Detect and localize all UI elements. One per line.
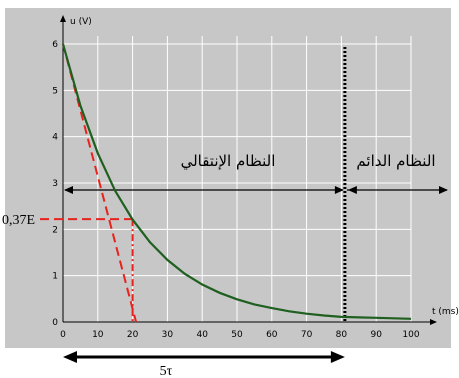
x-tick-label: 60 <box>266 330 278 340</box>
x-tick-label: 30 <box>162 330 174 340</box>
five-tau-label: 5τ <box>160 364 173 378</box>
x-tick-label: 90 <box>370 330 382 340</box>
grid-lines <box>63 36 412 322</box>
x-axis-label: t (ms) <box>432 307 459 317</box>
y-axis-label: u (V) <box>70 17 92 27</box>
x-tick-label: 100 <box>402 330 419 340</box>
x-tick-label: 40 <box>196 330 208 340</box>
y-tick-label: 6 <box>52 40 58 50</box>
x-tick-label: 10 <box>92 330 104 340</box>
series-group <box>61 43 412 320</box>
x-tick-label: 70 <box>301 330 313 340</box>
y-axis-arrow <box>60 15 66 22</box>
tick-labels: 0 10 20 30 40 50 60 70 80 90 100 0 1 2 3 4 5 6 <box>52 40 420 340</box>
steady-regime-label: النظام الدائم <box>356 152 435 170</box>
five-tau-arrow-head-right <box>330 351 345 363</box>
level-037e-label: 0,37E <box>2 213 35 228</box>
y-tick-label: 2 <box>52 225 58 235</box>
series-line-1 <box>61 43 412 320</box>
transient-arrow-head-left <box>64 186 73 194</box>
transient-regime-label: النظام الإنتقالي <box>181 152 276 171</box>
steady-arrow-head-left <box>347 186 357 194</box>
axes <box>60 15 437 325</box>
steady-arrow-head-right <box>439 186 448 194</box>
y-tick-label: 5 <box>52 86 58 96</box>
annotations <box>40 43 448 363</box>
y-tick-label: 4 <box>52 133 58 143</box>
y-tick-label: 0 <box>52 318 58 328</box>
x-tick-label: 20 <box>127 330 139 340</box>
five-tau-arrow-head-left <box>63 351 77 363</box>
x-axis-arrow <box>430 319 437 325</box>
y-tick-label: 3 <box>52 179 58 189</box>
x-tick-label: 50 <box>231 330 243 340</box>
y-tick-label: 1 <box>52 272 58 282</box>
transient-arrow-head-right <box>334 186 344 194</box>
x-tick-label: 80 <box>336 330 348 340</box>
x-tick-label: 0 <box>60 330 66 340</box>
